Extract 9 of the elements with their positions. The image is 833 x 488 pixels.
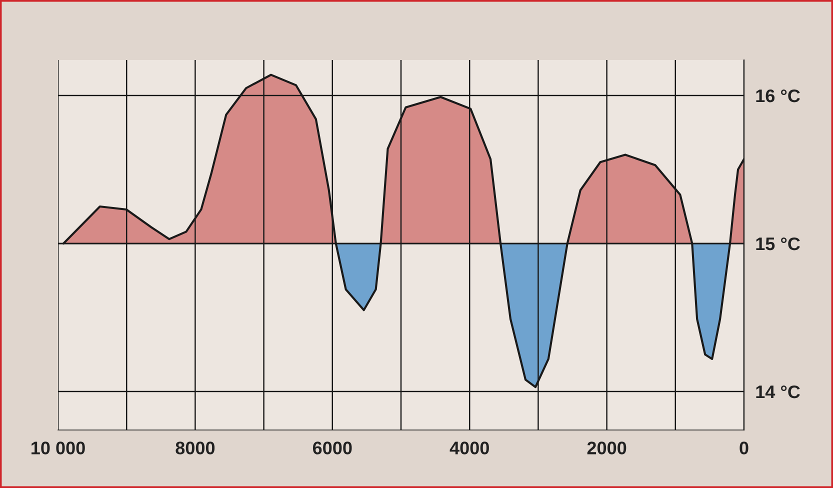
x-tick-label: 8000 xyxy=(176,442,215,454)
y-tick-label: 16 °C xyxy=(756,89,800,102)
y-tick-label: 15 °C xyxy=(756,237,800,250)
x-tick-label: 0 xyxy=(740,442,748,454)
x-tick-label: 2000 xyxy=(587,442,626,454)
x-tick-label: 4000 xyxy=(450,442,489,454)
x-tick-label: 6000 xyxy=(312,442,352,454)
y-tick-label: 14 °C xyxy=(756,385,800,398)
x-tick-label: 10 000 xyxy=(32,442,85,454)
